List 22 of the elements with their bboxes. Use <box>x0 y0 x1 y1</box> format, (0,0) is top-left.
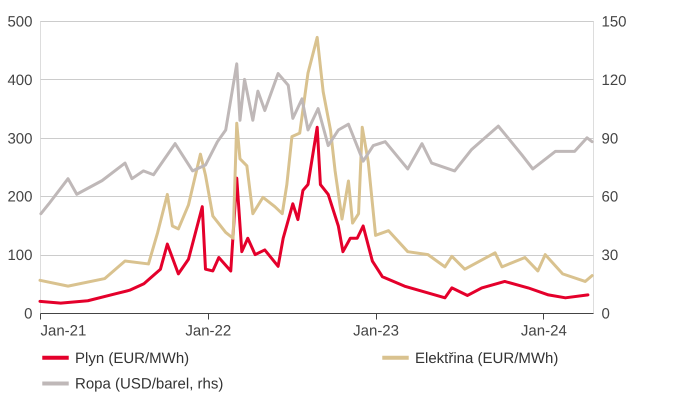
y2-tick-label: 90 <box>602 130 618 148</box>
line-series <box>38 36 594 288</box>
y2-tick-label: 120 <box>602 72 627 89</box>
y-tick-label: 500 <box>7 14 32 30</box>
x-tick-label: Jan-22 <box>185 322 232 340</box>
legend-label: Elektřina (EUR/MWh) <box>415 350 558 367</box>
x-tick-label: Jan-21 <box>40 322 86 340</box>
y2-tick-label: 60 <box>602 188 618 206</box>
y-tick-label: 200 <box>7 188 32 206</box>
legend-label: Ropa (USD/barel, rhs) <box>75 376 224 392</box>
y-tick-label: 400 <box>7 72 32 89</box>
y-tick-label: 300 <box>7 130 32 148</box>
x-tick-label: Jan-23 <box>353 322 400 340</box>
legend-label: Plyn (EUR/MWh) <box>75 350 190 367</box>
y2-tick-label: 0 <box>602 306 610 322</box>
y-tick-label: 100 <box>7 247 32 264</box>
line-series <box>38 126 590 305</box>
x-tick-label: Jan-24 <box>520 322 567 340</box>
line-series <box>39 62 594 216</box>
y-tick-label: 0 <box>24 306 32 322</box>
y2-tick-label: 150 <box>602 14 627 30</box>
y2-tick-label: 30 <box>602 247 618 264</box>
